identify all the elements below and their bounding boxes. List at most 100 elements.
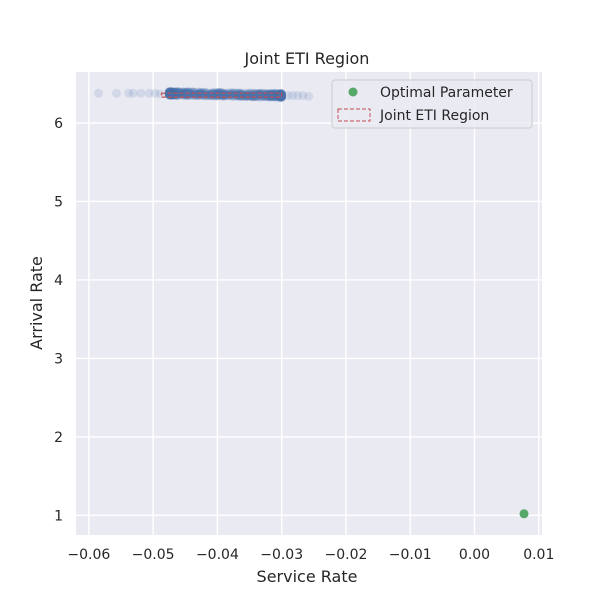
sample-point — [221, 88, 231, 98]
sample-point — [255, 89, 265, 99]
sample-point — [213, 88, 223, 98]
sample-point — [165, 89, 175, 99]
sample-point — [233, 88, 243, 98]
sample-point — [178, 87, 188, 97]
sample-point — [195, 91, 205, 101]
sample-point — [124, 88, 134, 98]
sample-point — [188, 89, 198, 99]
legend-region-label: Joint ETI Region — [379, 108, 489, 124]
sample-point — [166, 87, 176, 97]
sample-point — [219, 91, 229, 101]
sample-point — [223, 89, 233, 99]
sample-point — [258, 92, 268, 102]
sample-point — [166, 89, 176, 99]
sample-point — [252, 91, 262, 101]
sample-point — [168, 88, 178, 98]
sample-point — [178, 87, 188, 97]
sample-point — [184, 87, 194, 97]
sample-point — [168, 89, 178, 99]
sample-point — [276, 89, 286, 99]
sample-point — [179, 87, 189, 97]
sample-point — [252, 91, 262, 101]
sample-point — [166, 87, 176, 97]
sample-point — [165, 89, 175, 99]
sample-point — [234, 91, 244, 101]
sample-point — [183, 87, 193, 97]
y-axis-label: Arrival Rate — [27, 256, 46, 350]
sample-point — [173, 88, 183, 98]
sample-point — [180, 89, 190, 99]
sample-point — [273, 91, 283, 101]
sample-point — [276, 91, 286, 101]
sample-point — [168, 89, 178, 99]
sample-point — [271, 89, 281, 99]
sample-point — [274, 91, 284, 101]
sample-point — [252, 91, 262, 101]
sample-point — [219, 91, 229, 101]
sample-point — [180, 89, 190, 99]
sample-point — [228, 88, 238, 98]
sample-point — [169, 89, 179, 99]
sample-point — [198, 88, 208, 98]
sample-point — [182, 87, 192, 97]
sample-point — [172, 87, 182, 97]
sample-point — [170, 87, 180, 97]
legend-optimal-marker — [348, 87, 358, 97]
sample-point — [175, 87, 185, 97]
sample-point — [172, 87, 182, 97]
sample-point — [270, 92, 280, 102]
sample-point — [243, 91, 253, 101]
x-tick-label: −0.04 — [196, 547, 239, 563]
sample-point — [185, 88, 195, 98]
sample-point — [180, 88, 190, 98]
sample-point — [270, 88, 280, 98]
sample-point — [166, 87, 176, 97]
sample-point — [237, 89, 247, 99]
sample-point — [273, 91, 283, 101]
sample-point — [211, 89, 221, 99]
sample-point — [187, 87, 197, 97]
sample-point — [168, 89, 178, 99]
sample-point — [172, 87, 182, 97]
sample-point — [169, 88, 179, 98]
sample-point — [168, 87, 178, 97]
sample-point — [228, 91, 238, 101]
sample-point — [155, 89, 165, 99]
sample-point — [164, 89, 174, 99]
sample-point — [111, 88, 121, 98]
sample-point — [274, 91, 284, 101]
sample-point — [234, 89, 244, 99]
sample-point — [206, 89, 216, 99]
sample-point — [189, 88, 199, 98]
sample-point — [196, 89, 206, 99]
sample-point — [272, 89, 282, 99]
sample-point — [210, 89, 220, 99]
sample-point — [240, 91, 250, 101]
sample-point — [168, 88, 178, 98]
sample-point — [167, 89, 177, 99]
sample-point — [220, 89, 230, 99]
sample-point — [277, 92, 287, 102]
sample-point — [197, 88, 207, 98]
sample-point — [277, 92, 287, 102]
sample-point — [233, 89, 243, 99]
sample-point — [276, 91, 286, 101]
sample-point — [168, 89, 178, 99]
sample-point — [273, 89, 283, 99]
sample-point — [195, 87, 205, 97]
sample-point — [272, 91, 282, 101]
sample-point — [164, 89, 174, 99]
sample-point — [174, 87, 184, 97]
sample-point — [240, 91, 250, 101]
sample-point — [227, 88, 237, 98]
sample-point — [167, 89, 177, 99]
sample-point — [169, 89, 179, 99]
sample-point — [259, 91, 269, 101]
sample-point — [271, 92, 281, 102]
sample-point — [188, 87, 198, 97]
sample-point — [227, 88, 237, 98]
sample-point — [165, 87, 175, 97]
sample-point — [164, 87, 174, 97]
sample-point — [210, 88, 220, 98]
sample-point — [168, 89, 178, 99]
